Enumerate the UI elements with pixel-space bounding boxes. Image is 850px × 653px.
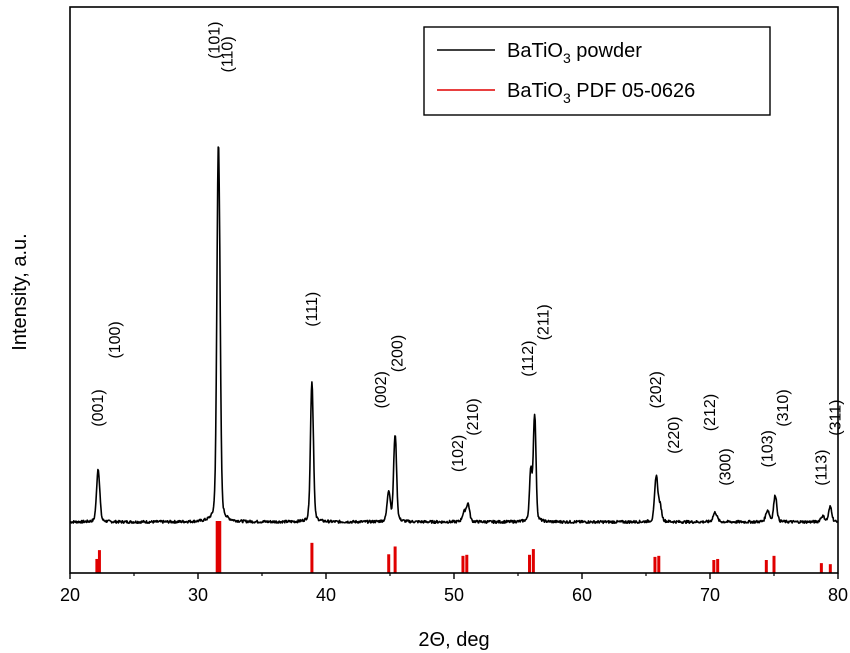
reference-sticks	[95, 521, 832, 573]
x-tick-label: 70	[700, 585, 720, 605]
legend-label-powder-rest: powder	[571, 40, 642, 62]
x-tick-label: 80	[828, 585, 848, 605]
legend-label-powder-sub: 3	[563, 50, 571, 66]
x-tick-label: 30	[188, 585, 208, 605]
peak-label: (220)	[666, 417, 683, 454]
x-tick-label: 40	[316, 585, 336, 605]
legend-label-powder-base: BaTiO	[507, 40, 563, 62]
peak-label: (200)	[390, 335, 407, 372]
legend-label-reference-sub: 3	[563, 90, 571, 106]
legend-label-powder: BaTiO3 powder	[507, 40, 642, 66]
peak-label: (210)	[465, 398, 482, 435]
peak-label: (311)	[827, 400, 844, 436]
x-tick-label: 50	[444, 585, 464, 605]
peak-label: (101)	[207, 22, 224, 59]
legend-label-reference-base: BaTiO	[507, 80, 563, 102]
peak-label: (110)	[219, 36, 236, 72]
powder-pattern-line	[70, 146, 838, 525]
x-axis-title: 2Θ, deg	[418, 629, 489, 651]
peak-label: (002)	[373, 371, 390, 408]
peak-label: (100)	[107, 321, 124, 358]
peak-label: (112)	[520, 341, 537, 377]
peak-label: (310)	[775, 389, 792, 426]
peak-label: (103)	[760, 430, 777, 467]
x-tick-label: 20	[60, 585, 80, 605]
legend-label-reference-rest: PDF 05-0626	[571, 80, 696, 102]
legend-box	[423, 26, 771, 116]
legend-label-reference: BaTiO3 PDF 05-0626	[507, 80, 695, 106]
peak-label: (113)	[813, 450, 830, 486]
peak-label: (111)	[304, 292, 321, 327]
peak-label: (202)	[648, 371, 665, 408]
legend: BaTiO3 powder BaTiO3 PDF 05-0626	[423, 26, 771, 116]
peak-label: (211)	[536, 304, 553, 340]
peak-label: (001)	[90, 389, 107, 426]
x-tick-label: 60	[572, 585, 592, 605]
peak-label: (102)	[450, 435, 467, 472]
peak-label: (212)	[702, 394, 719, 431]
peak-labels: (001) (100) (101)(110) (111) (002)(200) (102)…	[90, 22, 844, 486]
x-axis-ticks: 20 30 40 50 60 70 80	[60, 573, 848, 605]
peak-label: (300)	[717, 448, 734, 485]
y-axis-title: Intensity, a.u.	[9, 233, 31, 350]
